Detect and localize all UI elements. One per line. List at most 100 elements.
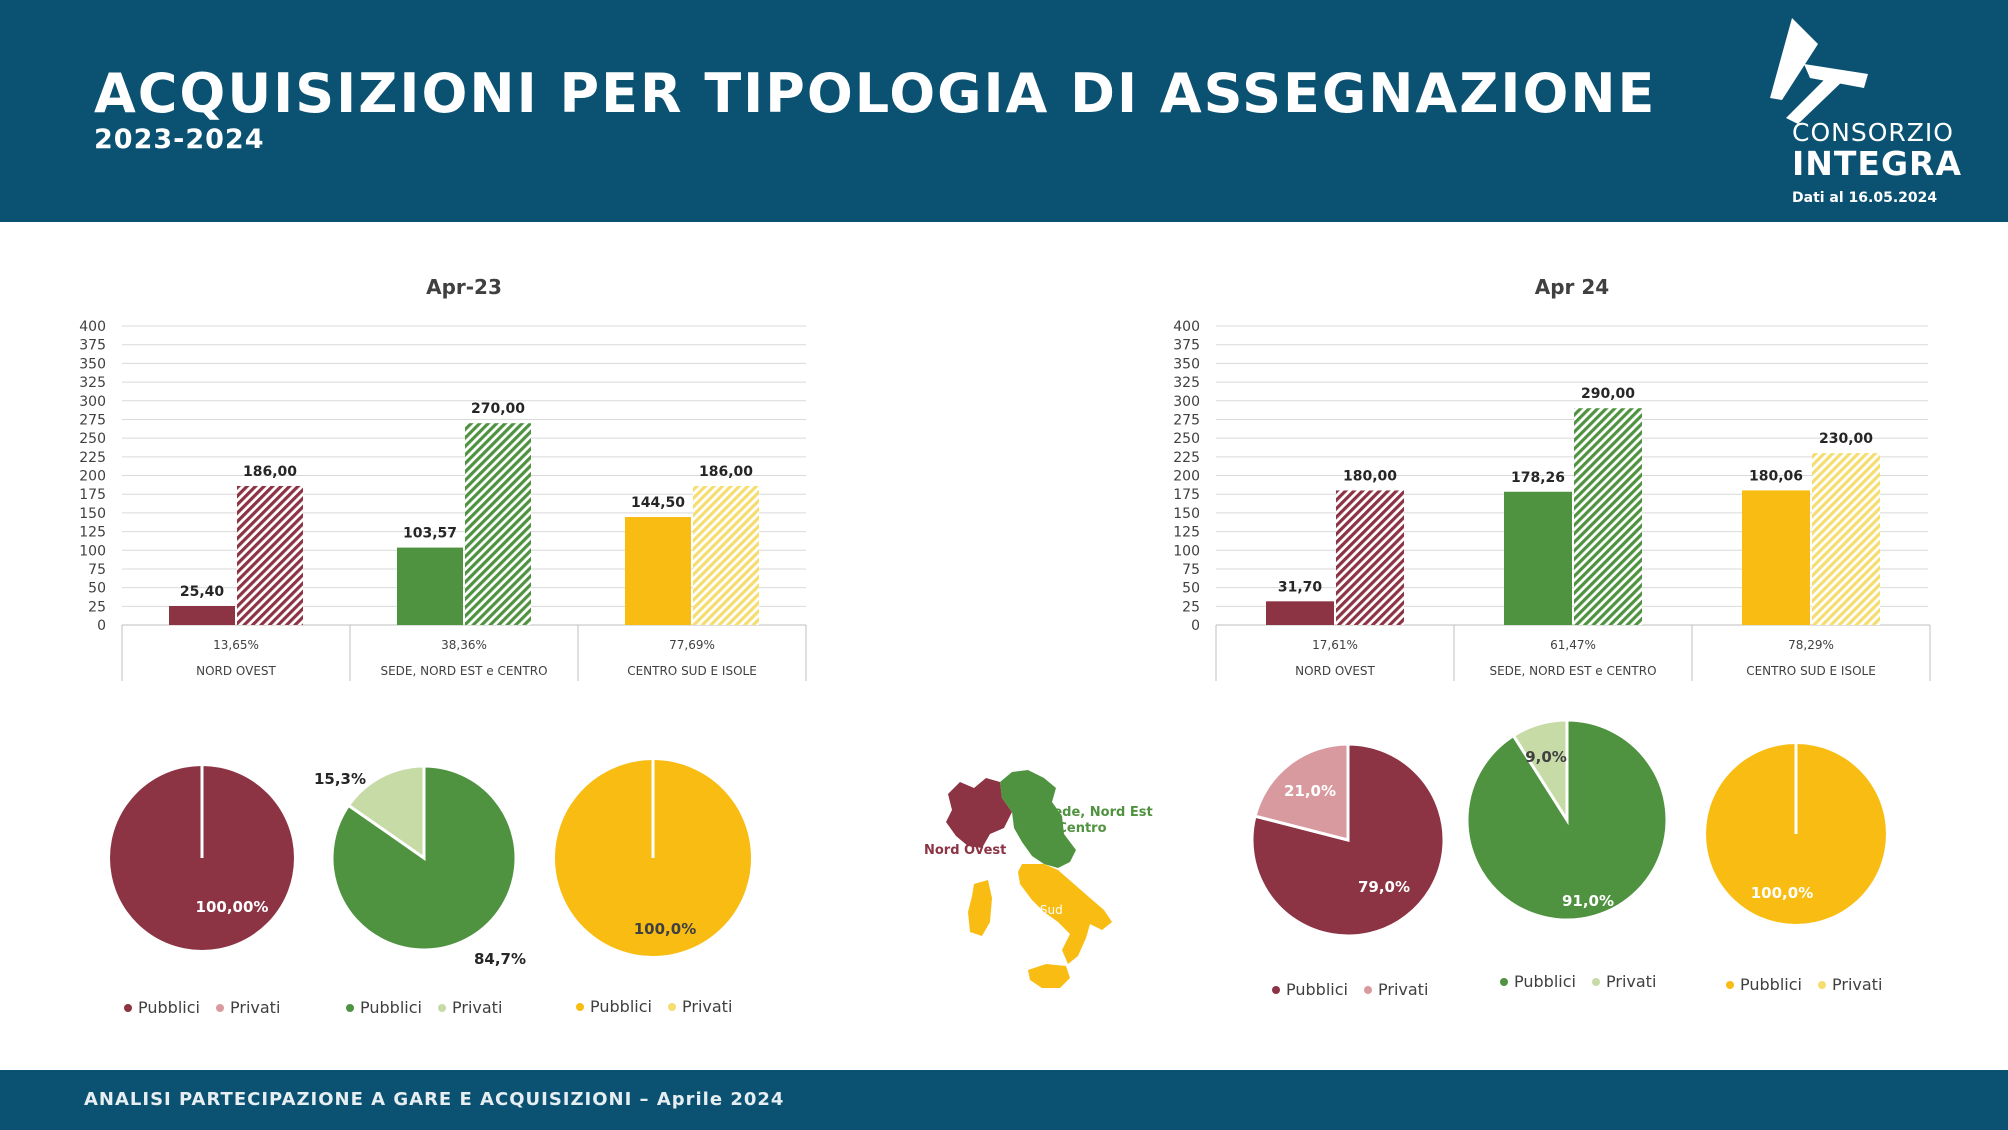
pie-chart-nord-ovest-2024: 79,0% 21,0% Pubblici Privati: [1250, 742, 1446, 999]
bar-hatched: [1336, 490, 1404, 625]
legend-marker: [1364, 986, 1372, 994]
pie-slice-privati: [1511, 718, 1569, 826]
pie-value-label: 79,0%: [1358, 878, 1410, 896]
category-label: CENTRO SUD E ISOLE: [627, 664, 757, 678]
pie-chart-sede-nord-est-2024: 91,0% 9,0% Pubblici Privati: [1465, 718, 1669, 991]
footer-banner: ANALISI PARTECIPAZIONE A GARE E ACQUISIZ…: [0, 1070, 2008, 1130]
legend-label: Pubblici: [360, 998, 422, 1017]
legend-label: Privati: [230, 998, 280, 1017]
category-label: SEDE, NORD EST e CENTRO: [380, 664, 547, 678]
legend-label: Privati: [452, 998, 502, 1017]
legend-marker: [438, 1004, 446, 1012]
pie-value-label: 15,3%: [314, 770, 366, 788]
pie-slice-privati: [1253, 742, 1350, 842]
y-tick-label: 200: [1173, 469, 1200, 485]
category-percent: 17,61%: [1312, 638, 1358, 652]
map-region-centro-sud: [1018, 864, 1112, 964]
legend-label: Pubblici: [1740, 975, 1802, 994]
category-percent: 77,69%: [669, 638, 715, 652]
y-tick-label: 225: [79, 450, 106, 466]
bar-hatched: [1574, 408, 1642, 625]
legend-marker: [124, 1004, 132, 1012]
y-tick-label: 300: [79, 394, 106, 410]
bar-value-label: 186,00: [243, 464, 297, 480]
y-tick-label: 25: [88, 599, 106, 615]
bar-hatched: [693, 485, 759, 625]
legend-marker: [1818, 981, 1826, 989]
category-percent: 61,47%: [1550, 638, 1596, 652]
pie-value-label: 100,00%: [196, 898, 269, 916]
bar-hatched: [1812, 453, 1880, 625]
y-tick-label: 100: [1173, 543, 1200, 559]
map-region-sardegna: [968, 880, 992, 936]
y-tick-label: 350: [79, 356, 106, 372]
y-tick-label: 250: [1173, 431, 1200, 447]
legend-label: Privati: [682, 997, 732, 1016]
map-label-sud-line2: e Isole: [996, 917, 1035, 931]
chart-title: Apr 24: [1535, 275, 1609, 299]
y-tick-label: 0: [97, 618, 106, 634]
legend-label: Pubblici: [138, 998, 200, 1017]
y-tick-label: 300: [1173, 394, 1200, 410]
legend-label: Privati: [1606, 972, 1656, 991]
map-label-sud-line1: Centro Sud: [996, 903, 1063, 917]
y-tick-label: 150: [79, 506, 106, 522]
y-tick-label: 125: [79, 525, 106, 541]
bar-value-label: 270,00: [471, 401, 525, 417]
bar-value-label: 25,40: [180, 584, 225, 600]
page-subtitle: 2023-2024: [94, 124, 265, 155]
y-tick-label: 350: [1173, 356, 1200, 372]
bar-solid: [1742, 490, 1810, 625]
bar-value-label: 180,00: [1343, 468, 1397, 484]
italy-map: Nord Ovest Sede, Nord Est e Centro Centr…: [924, 770, 1153, 988]
pie-charts: 100,00% Pubblici Privati 84,7% 15,3% Pubblici…: [110, 718, 1886, 1017]
bar-value-label: 178,26: [1511, 470, 1565, 486]
legend-marker: [668, 1003, 676, 1011]
legend-label: Pubblici: [1286, 980, 1348, 999]
y-tick-label: 325: [79, 375, 106, 391]
category-label: CENTRO SUD E ISOLE: [1746, 664, 1876, 678]
legend-label: Pubblici: [590, 997, 652, 1016]
pie-slice-pubblici: [330, 764, 518, 952]
pie-chart-centro-sud-2023: 100,0% Pubblici Privati: [555, 760, 751, 1016]
pie-chart-nord-ovest-2023: 100,00% Pubblici Privati: [110, 766, 294, 1017]
pie-value-label: 100,0%: [634, 920, 696, 938]
y-tick-label: 275: [79, 412, 106, 428]
y-tick-label: 375: [79, 338, 106, 354]
category-percent: 38,36%: [441, 638, 487, 652]
y-tick-label: 325: [1173, 375, 1200, 391]
map-region-sede-nord-est: [1000, 770, 1076, 868]
data-date-note: Dati al 16.05.2024: [1792, 190, 1938, 206]
bar-value-label: 180,06: [1749, 468, 1803, 484]
bar-chart-apr-24: Apr 24 0 25 50 75 100 125 150 175 200 225 250 275 300…: [1173, 275, 1931, 681]
y-tick-label: 225: [1173, 450, 1200, 466]
category-label: NORD OVEST: [1295, 664, 1375, 678]
map-label-sede-line2: e Centro: [1044, 821, 1107, 836]
y-tick-label: 50: [1182, 581, 1200, 597]
bar-chart-apr-23: Apr-23 0 25 50 75 100 125 150 175 200 225 250 275 300…: [79, 275, 807, 681]
pie-value-label: 21,0%: [1284, 782, 1336, 800]
bar-solid: [169, 606, 235, 625]
legend-label: Privati: [1378, 980, 1428, 999]
logo-word: CONSORZIO: [1792, 118, 1954, 147]
bar-value-label: 144,50: [631, 495, 685, 511]
y-tick-label: 175: [79, 487, 106, 503]
bar-hatched: [237, 485, 303, 625]
pie-slice-pubblici: [1250, 742, 1446, 938]
y-tick-label: 75: [1182, 562, 1200, 578]
legend-marker: [346, 1004, 354, 1012]
pie-value-label: 91,0%: [1562, 892, 1614, 910]
y-tick-label: 25: [1182, 599, 1200, 615]
y-tick-label: 400: [79, 319, 106, 335]
map-label-nord-ovest: Nord Ovest: [924, 843, 1006, 858]
legend-marker: [576, 1003, 584, 1011]
footer-text: ANALISI PARTECIPAZIONE A GARE E ACQUISIZ…: [84, 1089, 785, 1110]
bar-solid: [1504, 491, 1572, 625]
y-tick-label: 175: [1173, 487, 1200, 503]
bar-value-label: 290,00: [1581, 386, 1635, 402]
category-percent: 78,29%: [1788, 638, 1834, 652]
logo-brand: INTEGRA: [1792, 144, 1962, 183]
y-tick-label: 275: [1173, 412, 1200, 428]
header-banner: ACQUISIZIONI PER TIPOLOGIA DI ASSEGNAZIO…: [0, 0, 2008, 222]
bar-value-label: 230,00: [1819, 431, 1873, 447]
